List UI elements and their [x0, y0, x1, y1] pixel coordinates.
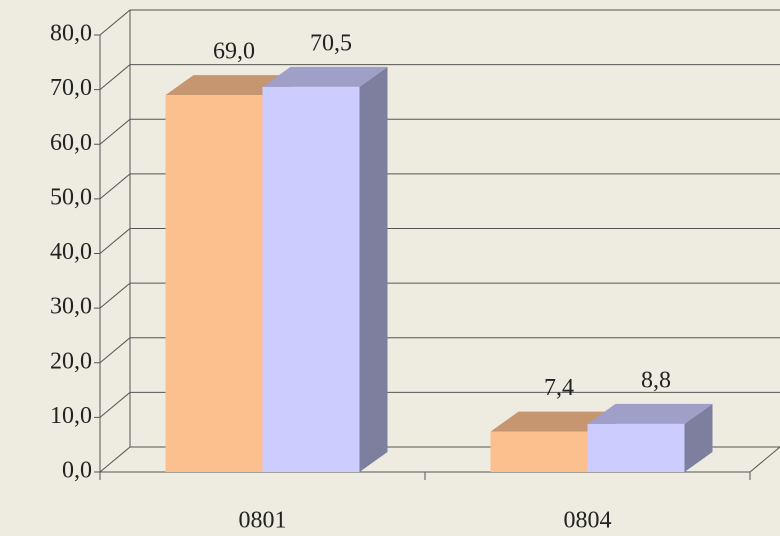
bar-top	[587, 403, 713, 424]
grid-line	[99, 282, 780, 309]
bar-top	[262, 66, 388, 87]
grid-line	[99, 118, 780, 145]
x-tick-label: 0801	[239, 508, 287, 534]
bar-front	[165, 95, 263, 473]
value-label: 70,5	[310, 30, 352, 56]
bar	[262, 66, 388, 473]
bar-side	[684, 403, 713, 472]
y-tick-label: 10,0	[50, 403, 92, 429]
value-label: 8,8	[641, 367, 671, 393]
y-tick-label: 80,0	[50, 21, 92, 47]
y-tick-label: 60,0	[50, 130, 92, 156]
y-tick-label: 20,0	[50, 348, 92, 374]
bar-front	[262, 86, 360, 473]
grid-line	[99, 173, 780, 200]
grid-line	[99, 9, 780, 36]
grid-line	[99, 391, 780, 418]
value-label: 69,0	[213, 39, 255, 65]
bar-top	[165, 75, 291, 96]
x-tick-label: 0804	[564, 508, 612, 534]
bar-top	[490, 411, 616, 432]
bar-side	[359, 66, 388, 473]
y-tick-label: 0,0	[62, 458, 92, 484]
grid-line	[99, 64, 780, 91]
y-tick-label: 40,0	[50, 239, 92, 265]
grid-line	[99, 337, 780, 364]
grid-line	[99, 228, 780, 254]
bar	[587, 403, 713, 472]
bar-front	[490, 431, 588, 472]
value-label: 7,4	[544, 375, 574, 401]
y-tick-label: 50,0	[50, 184, 92, 210]
bar-front	[587, 423, 685, 472]
y-tick-label: 70,0	[50, 75, 92, 101]
y-tick-label: 30,0	[50, 294, 92, 320]
